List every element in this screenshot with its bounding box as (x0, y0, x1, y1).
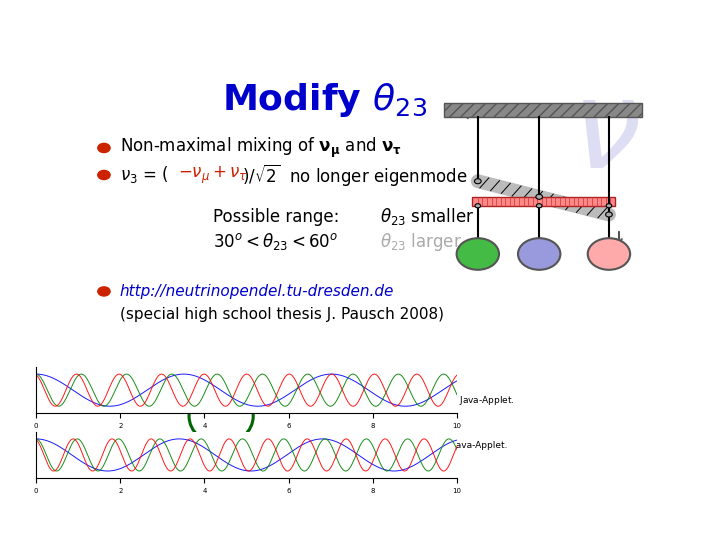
Circle shape (536, 194, 543, 199)
Text: Possible range:: Possible range: (213, 207, 339, 226)
Text: (special high school thesis J. Pausch 2008): (special high school thesis J. Pausch 20… (120, 307, 444, 322)
Text: Abbildung 53: Atmosphärische Neutrino-Oszillation mit =0,98rad (56,2°), Java-App: Abbildung 53: Atmosphärische Neutrino-Os… (118, 441, 508, 450)
Text: )/$\sqrt{2}$  no longer eigenmode: )/$\sqrt{2}$ no longer eigenmode (243, 162, 468, 188)
Circle shape (536, 204, 542, 208)
Circle shape (456, 238, 499, 270)
Text: $\mu$: $\mu$ (472, 245, 485, 263)
Text: $-\nu_{\mu}+\nu_{\tau}$: $-\nu_{\mu}+\nu_{\tau}$ (178, 164, 248, 186)
Text: $\nu_3$ = (: $\nu_3$ = ( (120, 165, 180, 185)
Text: $\theta_{23}$ larger: $\theta_{23}$ larger (380, 231, 462, 253)
Text: Abbildung 52: Atmosphärische Neutrino-Oszillation mit $\hat{\theta}_{23}$=0,9rad: Abbildung 52: Atmosphärische Neutrino-Os… (118, 391, 515, 408)
Circle shape (474, 179, 481, 184)
Circle shape (475, 204, 481, 208)
Text: Non-maximal mixing of $\mathbf{\nu_{\mu}}$ and $\mathbf{\nu_{\tau}}$: Non-maximal mixing of $\mathbf{\nu_{\mu}… (120, 136, 402, 160)
Circle shape (606, 204, 612, 208)
Circle shape (606, 212, 612, 217)
Text: http://neutrinopendel.tu-dresden.de: http://neutrinopendel.tu-dresden.de (120, 284, 394, 299)
Text: $\theta_{23}$ smaller: $\theta_{23}$ smaller (380, 206, 474, 227)
FancyBboxPatch shape (472, 197, 615, 206)
FancyBboxPatch shape (444, 104, 642, 117)
Text: $30^o < \theta_{23} < 60^o$: $30^o < \theta_{23} < 60^o$ (213, 231, 338, 252)
Text: Modify $\theta_{23}$: Modify $\theta_{23}$ (222, 82, 427, 119)
Circle shape (98, 287, 110, 296)
Text: e: e (533, 245, 545, 263)
Circle shape (518, 238, 560, 270)
Circle shape (98, 144, 110, 152)
Text: $\nu$: $\nu$ (571, 73, 639, 194)
Text: $\tau$: $\tau$ (603, 245, 616, 263)
Circle shape (98, 171, 110, 180)
Circle shape (588, 238, 630, 270)
